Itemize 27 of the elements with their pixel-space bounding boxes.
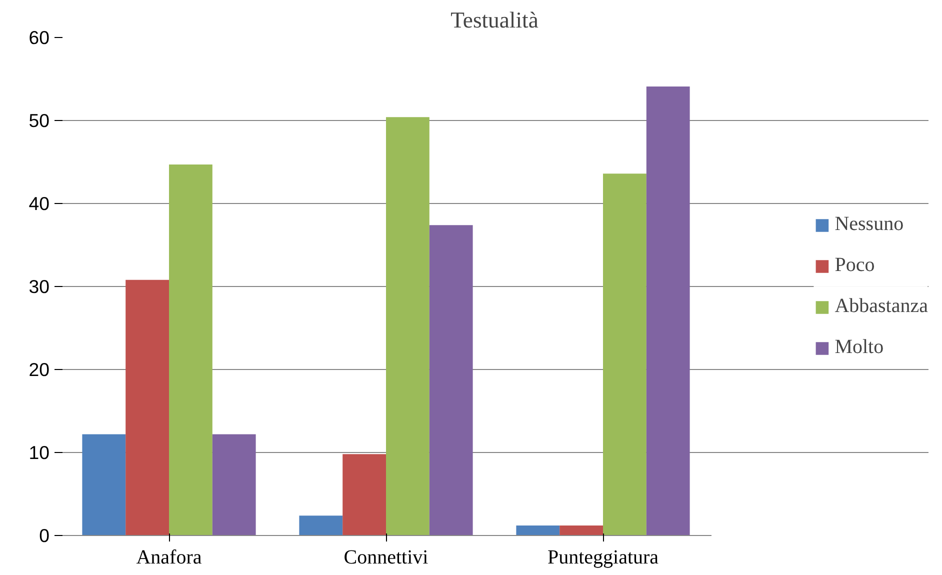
y-tick-label: 10 (28, 442, 50, 463)
bar (299, 516, 343, 536)
x-tick-label: Connettivi (344, 546, 429, 568)
bar (516, 526, 560, 536)
y-tick-label: 60 (28, 27, 50, 48)
legend-label: Molto (834, 336, 884, 359)
y-tick-label: 0 (39, 525, 50, 546)
bar (169, 164, 212, 536)
y-tick-label: 30 (28, 276, 50, 297)
bar (429, 225, 473, 536)
bar (646, 86, 690, 536)
y-tick-label: 20 (28, 359, 50, 380)
y-tick-label: 50 (28, 110, 50, 131)
bar (82, 434, 126, 536)
bar (212, 434, 256, 536)
legend-label: Nessuno (834, 213, 904, 236)
y-tick-label: 40 (28, 193, 50, 214)
bar (603, 174, 646, 536)
x-tick-label: Punteggiatura (547, 546, 659, 568)
legend-label: Abbastanza (834, 295, 928, 318)
bar (560, 526, 603, 536)
chart-title: Testualità (450, 8, 538, 32)
legend-label: Poco (834, 254, 875, 277)
x-tick-label: Anafora (136, 546, 202, 568)
bar (386, 117, 430, 536)
bar (126, 280, 169, 536)
bar (342, 454, 386, 536)
